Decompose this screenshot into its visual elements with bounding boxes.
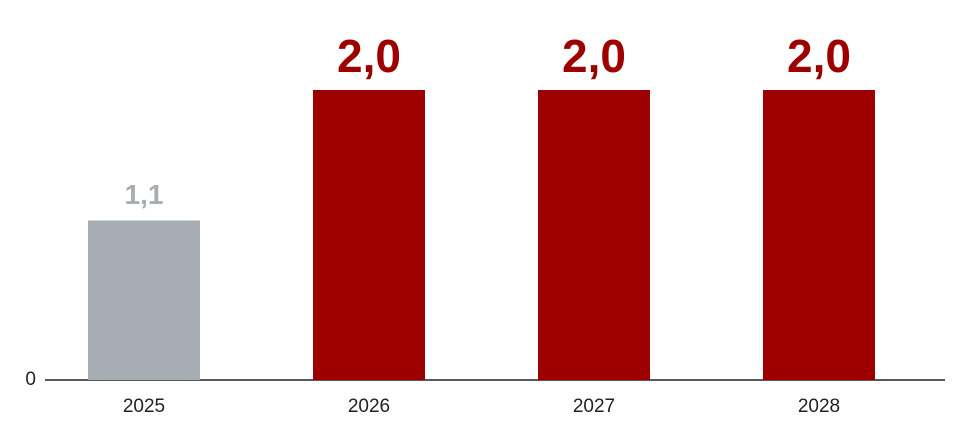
x-tick-label: 2027 (573, 396, 615, 417)
bar (313, 90, 425, 380)
value-label: 1,1 (125, 179, 164, 210)
value-label: 2,0 (337, 30, 401, 82)
bar (763, 90, 875, 380)
y-tick-label: 0 (25, 369, 36, 390)
x-tick-label: 2025 (123, 396, 165, 417)
bar (88, 220, 200, 380)
x-tick-label: 2026 (348, 396, 390, 417)
value-label: 2,0 (787, 30, 851, 82)
bar (538, 90, 650, 380)
x-tick-label: 2028 (798, 396, 840, 417)
value-label: 2,0 (562, 30, 626, 82)
